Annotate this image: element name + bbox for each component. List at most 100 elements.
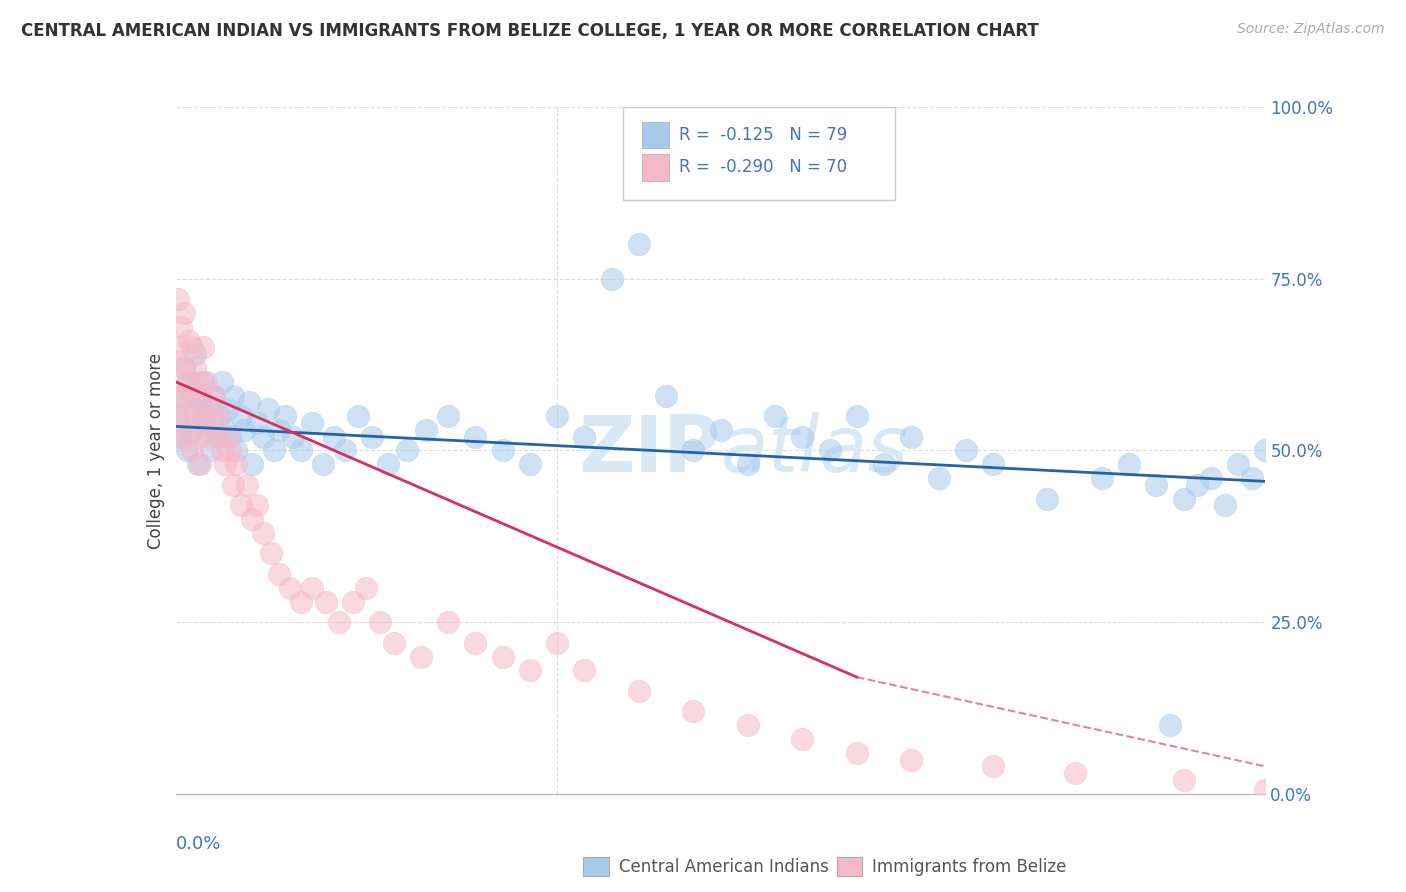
Point: [191, 409, 214, 423]
Text: Source: ZipAtlas.com: Source: ZipAtlas.com: [1237, 22, 1385, 37]
Point: [269, 567, 291, 582]
Point: [655, 388, 678, 402]
Point: [492, 649, 515, 664]
Point: [1227, 457, 1250, 471]
Point: [231, 499, 253, 513]
Point: [845, 409, 868, 423]
Point: [186, 375, 209, 389]
Point: [274, 409, 297, 423]
Point: [1240, 471, 1263, 485]
Point: [184, 409, 207, 423]
Point: [188, 395, 211, 409]
Point: [269, 423, 291, 437]
Point: [981, 759, 1004, 773]
Point: [240, 512, 263, 526]
Point: [347, 409, 370, 423]
Point: [232, 423, 254, 437]
Point: [682, 443, 704, 458]
Point: [194, 375, 217, 389]
Point: [409, 649, 432, 664]
Point: [219, 430, 242, 444]
Point: [186, 457, 209, 471]
Point: [173, 361, 195, 376]
Point: [290, 443, 312, 458]
Point: [225, 457, 247, 471]
FancyBboxPatch shape: [623, 107, 896, 200]
Point: [181, 340, 204, 354]
Point: [360, 430, 382, 444]
Point: [214, 457, 236, 471]
Point: [1199, 471, 1222, 485]
Point: [1091, 471, 1114, 485]
Point: [328, 615, 350, 630]
Point: [181, 423, 204, 437]
Point: [315, 594, 337, 608]
Point: [246, 499, 269, 513]
Point: [1118, 457, 1140, 471]
Y-axis label: College, 1 year or more: College, 1 year or more: [146, 352, 165, 549]
Point: [382, 636, 405, 650]
Point: [900, 430, 922, 444]
Point: [763, 409, 786, 423]
Point: [240, 457, 263, 471]
Point: [170, 430, 193, 444]
Point: [342, 594, 364, 608]
Point: [546, 409, 568, 423]
Point: [464, 636, 486, 650]
Point: [235, 478, 257, 492]
Point: [301, 581, 323, 595]
Point: [217, 402, 239, 417]
Point: [981, 457, 1004, 471]
Point: [208, 409, 231, 423]
Point: [200, 409, 222, 423]
Point: [574, 430, 596, 444]
Point: [197, 402, 219, 417]
Point: [818, 443, 841, 458]
Point: [179, 375, 201, 389]
Point: [217, 430, 239, 444]
Point: [211, 375, 233, 389]
Point: [200, 443, 222, 458]
Point: [415, 423, 437, 437]
Text: ZIP: ZIP: [578, 412, 721, 489]
Text: CENTRAL AMERICAN INDIAN VS IMMIGRANTS FROM BELIZE COLLEGE, 1 YEAR OR MORE CORREL: CENTRAL AMERICAN INDIAN VS IMMIGRANTS FR…: [21, 22, 1039, 40]
Point: [246, 416, 269, 430]
Point: [928, 471, 950, 485]
Point: [396, 443, 419, 458]
Point: [437, 409, 460, 423]
Point: [173, 306, 195, 320]
Point: [231, 409, 253, 423]
Point: [845, 746, 868, 760]
Point: [278, 581, 301, 595]
Point: [165, 388, 187, 402]
Point: [1144, 478, 1167, 492]
Point: [260, 546, 283, 561]
Point: [225, 443, 247, 458]
Point: [173, 388, 195, 402]
Point: [368, 615, 391, 630]
Point: [219, 443, 242, 458]
Point: [165, 354, 187, 368]
Point: [737, 718, 759, 732]
Point: [176, 430, 198, 444]
Point: [179, 388, 201, 402]
Point: [194, 423, 217, 437]
Point: [167, 409, 190, 423]
Point: [191, 340, 214, 354]
Point: [1173, 491, 1195, 506]
Point: [188, 388, 211, 402]
Point: [1159, 718, 1181, 732]
Point: [167, 340, 190, 354]
Point: [377, 457, 399, 471]
Point: [1063, 766, 1085, 780]
Text: 0.0%: 0.0%: [176, 835, 221, 853]
Point: [322, 430, 344, 444]
Point: [184, 361, 207, 376]
Point: [600, 271, 623, 285]
Point: [1213, 499, 1236, 513]
Text: Central American Indians: Central American Indians: [619, 858, 828, 876]
Point: [1254, 443, 1277, 458]
Text: atlas: atlas: [721, 412, 908, 489]
Point: [627, 237, 650, 252]
Point: [1187, 478, 1209, 492]
